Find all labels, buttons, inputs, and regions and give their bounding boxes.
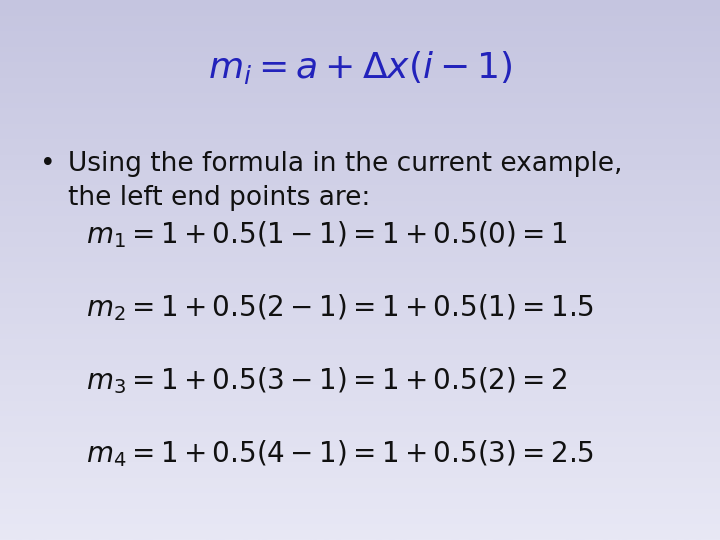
Text: $m_2 = 1 + 0.5(2-1) = 1 + 0.5(1) = 1.5$: $m_2 = 1 + 0.5(2-1) = 1 + 0.5(1) = 1.5$ <box>86 292 595 323</box>
Text: Using the formula in the current example,
the left end points are:: Using the formula in the current example… <box>68 151 623 211</box>
Text: •: • <box>40 151 55 177</box>
Text: $m_3 = 1 + 0.5(3-1) = 1 + 0.5(2) = 2$: $m_3 = 1 + 0.5(3-1) = 1 + 0.5(2) = 2$ <box>86 365 567 396</box>
Text: $m_i = a + \Delta x(i-1)$: $m_i = a + \Delta x(i-1)$ <box>208 49 512 86</box>
Text: $m_4 = 1 + 0.5(4-1) = 1 + 0.5(3) = 2.5$: $m_4 = 1 + 0.5(4-1) = 1 + 0.5(3) = 2.5$ <box>86 438 595 469</box>
Text: $m_1 = 1 + 0.5(1-1) = 1 + 0.5(0) = 1$: $m_1 = 1 + 0.5(1-1) = 1 + 0.5(0) = 1$ <box>86 219 568 251</box>
